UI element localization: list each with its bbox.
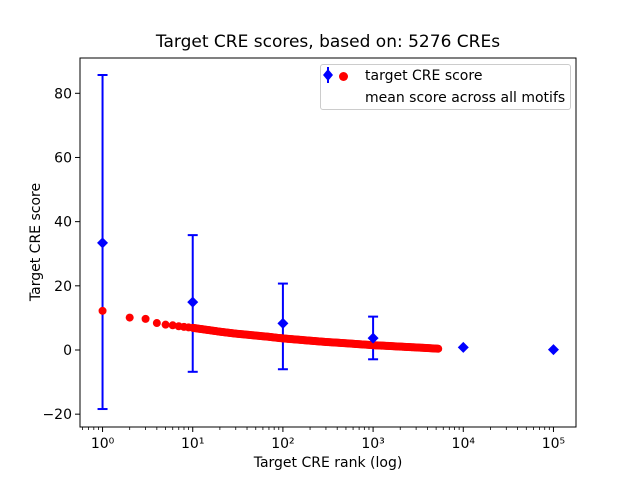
y-tick-label: 20 (54, 279, 72, 295)
y-tick-label: 40 (54, 215, 72, 231)
mean-errorbars (97, 74, 379, 411)
legend-circle-icon (321, 71, 365, 81)
axes-frame (79, 57, 577, 428)
legend-label-mean: mean score across all motifs (365, 90, 566, 106)
x-tick-label: 10² (271, 436, 294, 452)
y-tick-label: 80 (54, 86, 72, 102)
x-tick-label: 10⁰ (91, 436, 115, 452)
y-tick-label: −20 (42, 407, 72, 423)
legend-item-mean: mean score across all motifs (321, 67, 570, 109)
legend-label-target: target CRE score (365, 68, 483, 84)
x-tick-label: 10¹ (181, 436, 204, 452)
legend-item-target: target CRE score (321, 65, 570, 87)
chart-title: Target CRE scores, based on: 5276 CREs (155, 32, 501, 52)
x-tick-label: 10³ (361, 436, 384, 452)
target-score-series (98, 306, 443, 353)
x-tick-label: 10⁵ (542, 436, 565, 452)
x-axis-label: Target CRE rank (log) (253, 455, 403, 471)
y-tick-label: 60 (54, 150, 72, 166)
x-tick-label: 10⁴ (452, 436, 476, 452)
y-tick-label: 0 (63, 343, 72, 359)
x-axis-ticks: 10⁰ 10¹ 10² 10³ 10⁴ 10⁵ (82, 427, 565, 452)
y-axis-ticks: −20 0 20 40 60 80 (42, 86, 80, 423)
legend: target CRE score mean score across all m… (320, 64, 571, 110)
mean-score-series (97, 237, 559, 356)
